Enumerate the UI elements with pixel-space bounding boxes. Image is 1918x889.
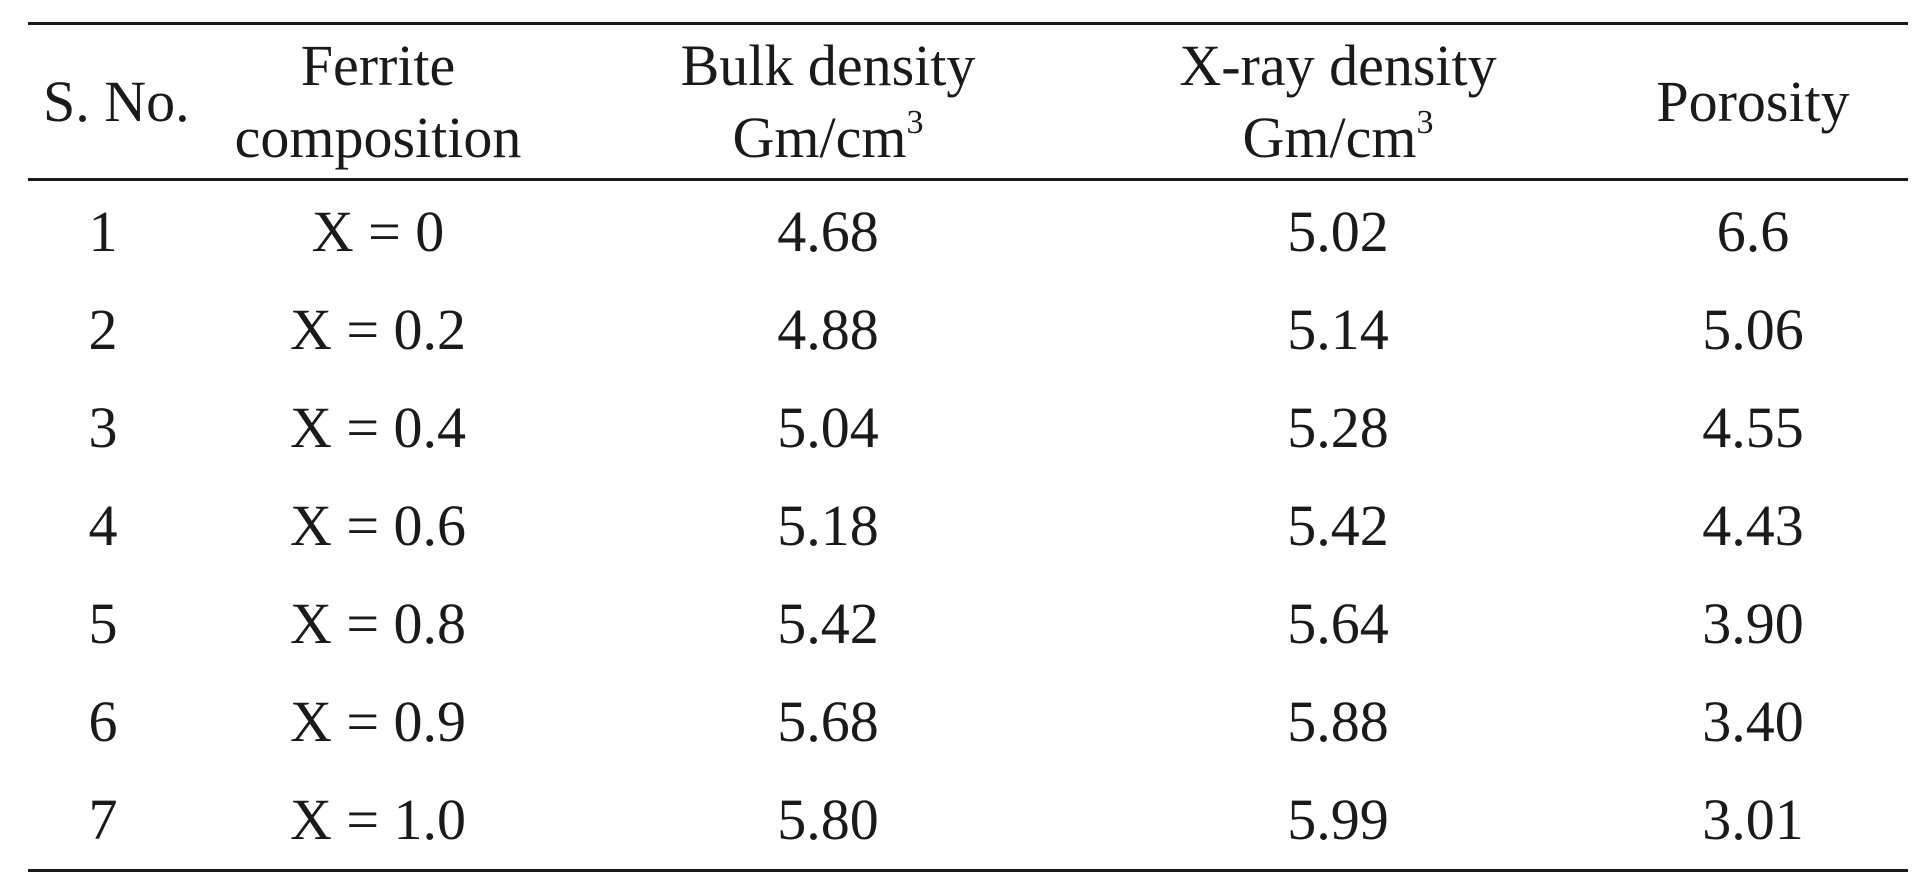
table-row: 6 X = 0.9 5.68 5.88 3.40 bbox=[28, 673, 1908, 771]
cell-porosity: 3.90 bbox=[1702, 591, 1804, 656]
cell-bulk-density: 4.88 bbox=[777, 297, 879, 362]
cell-composition: X = 0.4 bbox=[289, 395, 467, 460]
cell-bulk-density: 5.80 bbox=[777, 787, 879, 852]
cell-bulk-density: 4.68 bbox=[777, 199, 879, 264]
cell-composition: X = 0.8 bbox=[289, 591, 467, 656]
table-row: 2 X = 0.2 4.88 5.14 5.06 bbox=[28, 281, 1908, 379]
header-xray-unit-sup: 3 bbox=[1416, 103, 1434, 141]
table-bottom-rule bbox=[28, 869, 1908, 872]
cell-bulk-density: 5.18 bbox=[777, 493, 879, 558]
ferrite-density-table: S. No. Ferrite composition Bulk density … bbox=[28, 22, 1908, 872]
cell-composition: X = 1.0 bbox=[289, 787, 467, 852]
cell-sno: 1 bbox=[88, 199, 118, 264]
header-bulk-unit-text: Gm/cm bbox=[732, 104, 907, 170]
cell-porosity: 3.01 bbox=[1702, 787, 1804, 852]
cell-composition: X = 0.9 bbox=[289, 689, 467, 754]
header-composition-line1: Ferrite bbox=[300, 32, 456, 98]
cell-xray-density: 5.99 bbox=[1287, 787, 1389, 852]
cell-xray-density: 5.64 bbox=[1287, 591, 1389, 656]
cell-sno: 3 bbox=[88, 395, 118, 460]
table-body: 1 X = 0 4.68 5.02 6.6 2 X = 0.2 4.88 5.14 5.06 3 X … bbox=[28, 181, 1908, 869]
table-row: 7 X = 1.0 5.80 5.99 3.01 bbox=[28, 771, 1908, 869]
cell-bulk-density: 5.42 bbox=[777, 591, 879, 656]
cell-bulk-density: 5.68 bbox=[777, 689, 879, 754]
header-sno: S. No. bbox=[43, 68, 190, 134]
table-row: 3 X = 0.4 5.04 5.28 4.55 bbox=[28, 379, 1908, 477]
cell-composition: X = 0.2 bbox=[289, 297, 467, 362]
cell-composition: X = 0.6 bbox=[289, 493, 467, 558]
header-xray-line1: X-ray density bbox=[1179, 32, 1497, 98]
table-row: 5 X = 0.8 5.42 5.64 3.90 bbox=[28, 575, 1908, 673]
cell-xray-density: 5.88 bbox=[1287, 689, 1389, 754]
table-row: 1 X = 0 4.68 5.02 6.6 bbox=[28, 183, 1908, 281]
cell-xray-density: 5.14 bbox=[1287, 297, 1389, 362]
cell-bulk-density: 5.04 bbox=[777, 395, 879, 460]
cell-composition: X = 0 bbox=[311, 199, 445, 264]
cell-sno: 2 bbox=[88, 297, 118, 362]
header-bulk-unit: Gm/cm3 bbox=[578, 102, 1078, 174]
cell-sno: 6 bbox=[88, 689, 118, 754]
table-header-row: S. No. Ferrite composition Bulk density … bbox=[28, 25, 1908, 178]
header-bulk-density: Bulk density Gm/cm3 bbox=[578, 30, 1078, 174]
cell-sno: 4 bbox=[88, 493, 118, 558]
cell-porosity: 3.40 bbox=[1702, 689, 1804, 754]
header-xray-unit: Gm/cm3 bbox=[1078, 102, 1598, 174]
cell-porosity: 4.55 bbox=[1702, 395, 1804, 460]
cell-xray-density: 5.42 bbox=[1287, 493, 1389, 558]
cell-xray-density: 5.02 bbox=[1287, 199, 1389, 264]
header-porosity: Porosity bbox=[1656, 68, 1850, 134]
table-header-rule bbox=[28, 178, 1908, 181]
header-xray-unit-text: Gm/cm bbox=[1242, 104, 1417, 170]
cell-sno: 7 bbox=[88, 787, 118, 852]
cell-xray-density: 5.28 bbox=[1287, 395, 1389, 460]
header-bulk-unit-sup: 3 bbox=[906, 103, 924, 141]
cell-sno: 5 bbox=[88, 591, 118, 656]
cell-porosity: 4.43 bbox=[1702, 493, 1804, 558]
cell-porosity: 6.6 bbox=[1716, 199, 1790, 264]
table-top-rule bbox=[28, 22, 1908, 25]
header-bulk-line1: Bulk density bbox=[680, 32, 976, 98]
cell-porosity: 5.06 bbox=[1702, 297, 1804, 362]
header-xray-density: X-ray density Gm/cm3 bbox=[1078, 30, 1598, 174]
header-ferrite-composition: Ferrite composition bbox=[178, 30, 578, 174]
table-row: 4 X = 0.6 5.18 5.42 4.43 bbox=[28, 477, 1908, 575]
header-composition-line2: composition bbox=[234, 104, 522, 170]
